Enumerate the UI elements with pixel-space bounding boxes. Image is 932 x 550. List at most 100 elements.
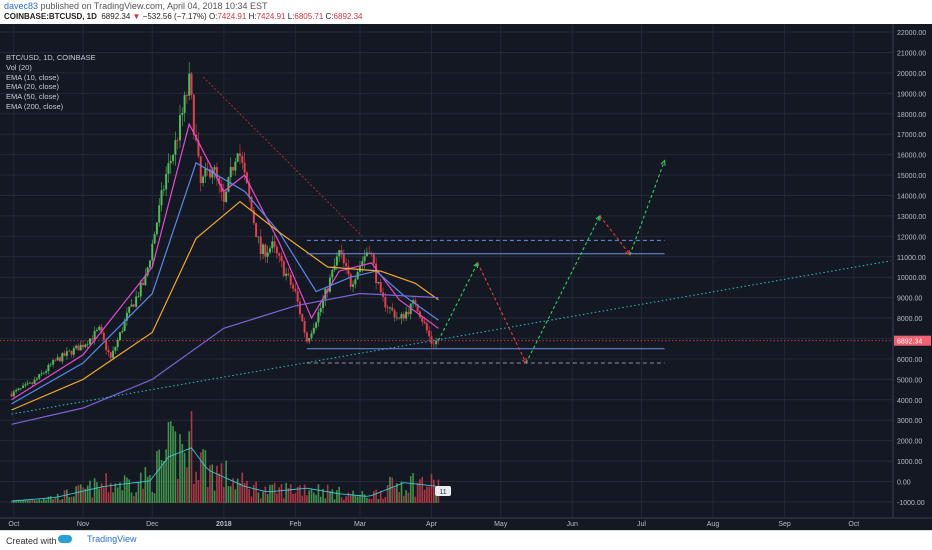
volume-bar: [174, 431, 177, 503]
volume-bar: [303, 484, 306, 503]
candle-body: [28, 382, 31, 384]
candle-body: [167, 163, 170, 174]
candle-body: [262, 244, 265, 255]
candle-body: [58, 357, 61, 362]
candle-body: [315, 322, 318, 328]
legend-ema200[interactable]: EMA (200, close): [6, 101, 64, 111]
volume-bar: [165, 449, 167, 503]
volume-bar: [188, 431, 191, 503]
volume-bar: [105, 473, 107, 503]
volume-bar: [209, 465, 211, 503]
candle-body: [153, 234, 156, 244]
projection-segment: [437, 262, 479, 341]
chart-area[interactable]: 22000.00 21000.00 20000.00 19000.00 18000.00…: [0, 24, 932, 530]
volume-bar: [86, 485, 89, 503]
candle-body: [65, 351, 68, 356]
tradingview-cloud-icon: [58, 535, 72, 543]
candle-body: [91, 338, 94, 340]
candle-body: [49, 364, 52, 366]
candle-body: [229, 166, 232, 178]
candle-body: [139, 282, 142, 297]
candle-body: [340, 250, 343, 255]
candle-body: [365, 252, 368, 257]
volume-bar: [421, 477, 424, 503]
legend-ema20[interactable]: EMA (20, close): [6, 82, 59, 92]
volume-bar: [294, 493, 297, 503]
y-tick-label: 9000.00: [897, 296, 922, 303]
candle-body: [77, 345, 80, 351]
legend-vol[interactable]: Vol (20): [6, 62, 32, 72]
candle-body: [121, 331, 124, 333]
candle-body: [165, 173, 168, 190]
candle-body: [188, 73, 191, 96]
close-value: 6892.34: [333, 12, 363, 21]
volume-bar: [63, 490, 66, 503]
legend-ema50[interactable]: EMA (50, close): [6, 92, 59, 102]
candle-body: [238, 153, 241, 157]
last-price-tag: [894, 335, 931, 346]
volume-bar: [10, 501, 13, 503]
volume-bar: [144, 467, 147, 503]
volume-bar: [276, 493, 278, 503]
candle-body: [42, 372, 45, 374]
indicator-legend: BTC/USD, 1D, COINBASE Vol (20) EMA (10, …: [6, 53, 96, 112]
y-tick-label: 1000.00: [897, 459, 922, 466]
candle-body: [183, 95, 186, 113]
volume-bar: [428, 486, 430, 503]
author-link[interactable]: davec83: [4, 1, 39, 11]
legend-ema10[interactable]: EMA (10, close): [6, 72, 59, 82]
candle-body: [107, 349, 110, 353]
volume-bar: [176, 478, 179, 503]
candle-body: [135, 296, 138, 307]
candle-body: [24, 384, 27, 386]
candle-body: [363, 256, 366, 262]
volume-bar: [264, 486, 267, 503]
volume-bar: [137, 482, 140, 503]
volume-bar: [433, 479, 435, 503]
candle-body: [388, 307, 391, 309]
ema-line-0: [11, 122, 439, 401]
x-tick-label: Jun: [567, 521, 578, 528]
candle-body: [17, 388, 20, 391]
candle-body: [95, 329, 98, 332]
volume-bar: [359, 494, 361, 503]
volume-bar: [250, 496, 253, 503]
candle-body: [47, 364, 50, 372]
y-tick-label: 3000.00: [897, 418, 922, 425]
candle-body: [213, 167, 216, 170]
candle-body: [98, 326, 101, 330]
volume-bar: [195, 471, 197, 503]
volume-bar: [52, 499, 54, 503]
candle-body: [435, 340, 438, 345]
y-tick-label: 22000.00: [897, 30, 926, 37]
candle-body: [405, 311, 408, 319]
volume-bar: [375, 489, 377, 503]
open-value: 7424.91: [217, 12, 247, 21]
candle-body: [75, 345, 78, 349]
candle-body: [372, 254, 375, 264]
legend-symbol[interactable]: BTC/USD, 1D, COINBASE: [6, 53, 96, 62]
candle-body: [38, 374, 41, 379]
tradingview-brand[interactable]: TradingView: [58, 534, 137, 544]
candle-body: [264, 244, 267, 257]
candle-body: [88, 338, 91, 345]
candle-body: [118, 332, 121, 341]
x-tick-label: Oct: [848, 521, 859, 528]
candle-body: [208, 169, 211, 178]
volume-bar: [206, 487, 209, 503]
volume-bar: [179, 434, 181, 503]
chart-svg[interactable]: 22000.00 21000.00 20000.00 19000.00 18000.00…: [0, 24, 932, 530]
candle-body: [402, 314, 405, 319]
volume-bar: [253, 484, 255, 503]
y-tick-label: 12000.00: [897, 234, 926, 241]
candle-body: [178, 115, 181, 141]
volume-bar: [163, 461, 165, 503]
volume-bar: [354, 495, 357, 503]
candle-body: [319, 307, 322, 313]
volume-bar: [169, 421, 172, 503]
volume-bar: [361, 490, 364, 503]
candle-body: [322, 299, 325, 308]
candle-body: [398, 317, 401, 319]
candle-body: [232, 166, 235, 171]
candle-body: [342, 254, 345, 264]
